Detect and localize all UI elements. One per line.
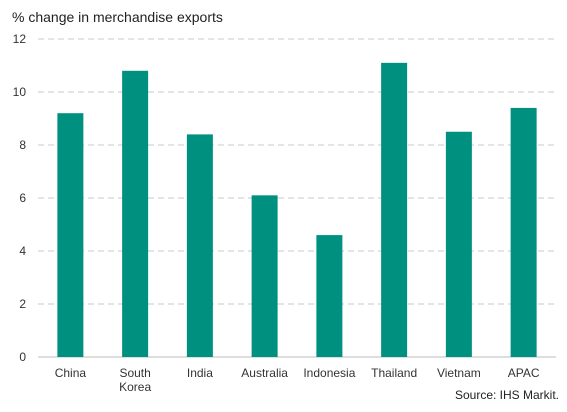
y-tick-label: 6 <box>19 191 26 205</box>
bar <box>445 131 472 357</box>
source-note: Source: IHS Markit. <box>454 388 559 402</box>
x-tick-label: Indonesia <box>303 366 355 380</box>
bar <box>316 235 343 357</box>
x-tick-label: South Korea <box>119 366 151 394</box>
y-tick-label: 4 <box>19 244 26 258</box>
bar <box>510 107 537 358</box>
x-tick-label: Vietnam <box>437 366 481 380</box>
bar <box>381 62 408 357</box>
y-tick-label: 12 <box>13 32 27 46</box>
x-tick-label: Australia <box>241 366 288 380</box>
bar <box>122 70 149 358</box>
y-tick-label: 0 <box>19 350 26 364</box>
y-tick-label: 10 <box>13 85 27 99</box>
y-tick-label: 2 <box>19 297 26 311</box>
x-tick-label: China <box>55 366 87 380</box>
bar <box>186 134 213 357</box>
y-axis-title: % change in merchandise exports <box>12 9 223 25</box>
x-tick-label: India <box>187 366 213 380</box>
x-tick-label: APAC <box>508 366 540 380</box>
bar <box>57 113 84 357</box>
bar <box>251 195 278 357</box>
y-tick-label: 8 <box>19 138 26 152</box>
x-tick-label: Thailand <box>371 366 417 380</box>
